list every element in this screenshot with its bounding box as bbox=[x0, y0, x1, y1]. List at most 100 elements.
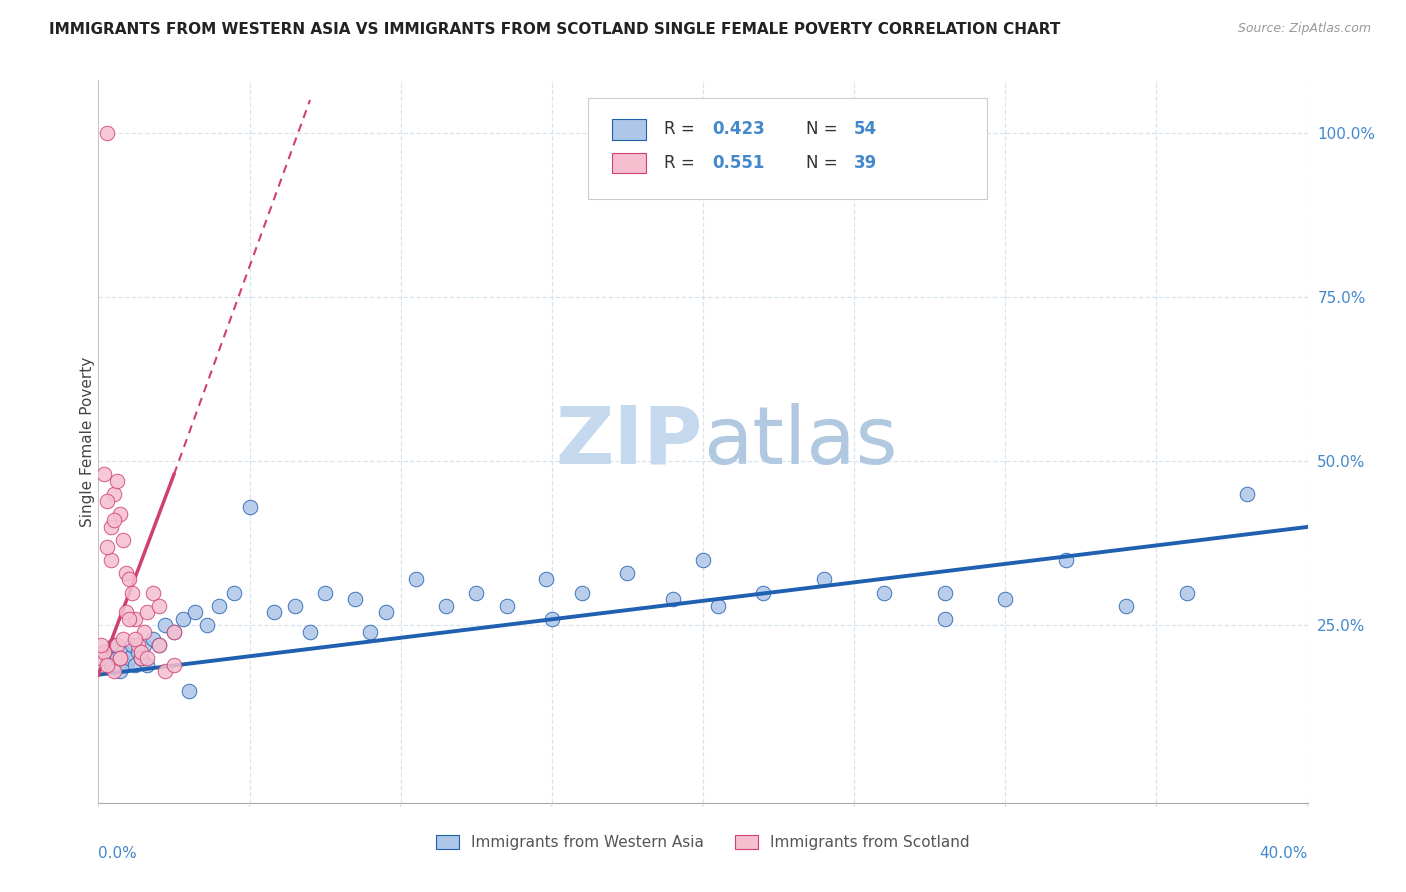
Point bbox=[163, 625, 186, 640]
Y-axis label: Single Female Poverty: Single Female Poverty bbox=[80, 357, 94, 526]
Point bbox=[692, 553, 714, 567]
Point bbox=[124, 632, 146, 646]
Point bbox=[90, 651, 112, 665]
Point bbox=[1175, 585, 1198, 599]
Point bbox=[153, 665, 176, 679]
Point bbox=[495, 599, 517, 613]
Point bbox=[1236, 487, 1258, 501]
Point bbox=[208, 599, 231, 613]
Point bbox=[465, 585, 488, 599]
Point bbox=[374, 605, 396, 619]
Text: Source: ZipAtlas.com: Source: ZipAtlas.com bbox=[1237, 22, 1371, 36]
Text: N =: N = bbox=[806, 120, 842, 138]
FancyBboxPatch shape bbox=[613, 153, 647, 173]
Point bbox=[108, 651, 131, 665]
Point bbox=[148, 599, 170, 613]
Point bbox=[96, 657, 118, 672]
Text: R =: R = bbox=[664, 154, 700, 172]
Point bbox=[148, 638, 170, 652]
Point bbox=[93, 467, 115, 482]
Point bbox=[135, 605, 157, 619]
Text: 40.0%: 40.0% bbox=[1260, 847, 1308, 861]
Point bbox=[121, 638, 143, 652]
Point bbox=[121, 585, 143, 599]
Point bbox=[114, 566, 136, 580]
FancyBboxPatch shape bbox=[613, 120, 647, 139]
Point bbox=[93, 645, 115, 659]
Text: ZIP: ZIP bbox=[555, 402, 703, 481]
Point bbox=[100, 553, 122, 567]
Point bbox=[105, 638, 128, 652]
Point bbox=[118, 612, 141, 626]
Point bbox=[103, 638, 125, 652]
Point bbox=[129, 645, 152, 659]
Point bbox=[405, 573, 427, 587]
Point bbox=[661, 592, 683, 607]
Point bbox=[434, 599, 457, 613]
Point bbox=[534, 573, 557, 587]
Point bbox=[284, 599, 307, 613]
Point bbox=[934, 585, 956, 599]
Point bbox=[813, 573, 835, 587]
Point bbox=[571, 585, 593, 599]
Point bbox=[299, 625, 322, 640]
Point bbox=[224, 585, 246, 599]
Point bbox=[135, 657, 157, 672]
Legend: Immigrants from Western Asia, Immigrants from Scotland: Immigrants from Western Asia, Immigrants… bbox=[430, 830, 976, 856]
Point bbox=[540, 612, 562, 626]
Point bbox=[934, 612, 956, 626]
Point bbox=[1054, 553, 1077, 567]
Point bbox=[135, 651, 157, 665]
Point bbox=[873, 585, 896, 599]
Point bbox=[707, 599, 730, 613]
Point bbox=[105, 474, 128, 488]
Point bbox=[111, 533, 134, 547]
Point bbox=[90, 638, 112, 652]
Point bbox=[100, 657, 122, 672]
Point bbox=[195, 618, 218, 632]
Point bbox=[103, 487, 125, 501]
FancyBboxPatch shape bbox=[588, 98, 987, 200]
Point bbox=[148, 638, 170, 652]
Point bbox=[179, 684, 201, 698]
Point bbox=[114, 657, 136, 672]
Point bbox=[239, 500, 262, 515]
Text: 0.0%: 0.0% bbox=[98, 847, 138, 861]
Point bbox=[132, 638, 155, 652]
Point bbox=[108, 507, 131, 521]
Point bbox=[127, 645, 149, 659]
Point bbox=[1115, 599, 1137, 613]
Point bbox=[96, 651, 118, 665]
Point bbox=[100, 520, 122, 534]
Text: R =: R = bbox=[664, 120, 700, 138]
Point bbox=[103, 513, 125, 527]
Point bbox=[118, 651, 141, 665]
Point bbox=[111, 632, 134, 646]
Point bbox=[108, 665, 131, 679]
Text: IMMIGRANTS FROM WESTERN ASIA VS IMMIGRANTS FROM SCOTLAND SINGLE FEMALE POVERTY C: IMMIGRANTS FROM WESTERN ASIA VS IMMIGRAN… bbox=[49, 22, 1060, 37]
Point bbox=[752, 585, 775, 599]
Point bbox=[153, 618, 176, 632]
Point bbox=[129, 651, 152, 665]
Point bbox=[994, 592, 1017, 607]
Text: 39: 39 bbox=[855, 154, 877, 172]
Text: 0.423: 0.423 bbox=[713, 120, 765, 138]
Point bbox=[118, 573, 141, 587]
Point bbox=[360, 625, 382, 640]
Point bbox=[263, 605, 285, 619]
Point bbox=[111, 645, 134, 659]
Point bbox=[124, 657, 146, 672]
Point bbox=[105, 651, 128, 665]
Text: atlas: atlas bbox=[703, 402, 897, 481]
Point bbox=[124, 612, 146, 626]
Point bbox=[93, 645, 115, 659]
Point bbox=[96, 126, 118, 140]
Point bbox=[142, 632, 165, 646]
Point bbox=[163, 657, 186, 672]
Point bbox=[344, 592, 367, 607]
Point bbox=[142, 585, 165, 599]
Point bbox=[163, 625, 186, 640]
Point bbox=[108, 651, 131, 665]
Point bbox=[172, 612, 194, 626]
Point bbox=[616, 566, 638, 580]
